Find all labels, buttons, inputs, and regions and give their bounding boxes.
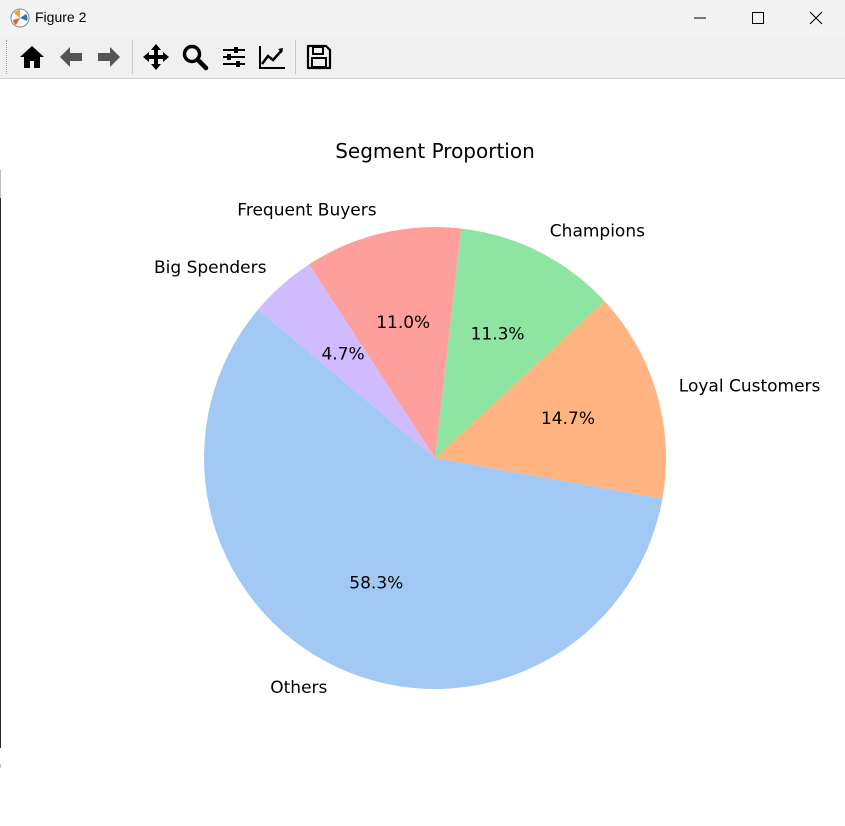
toolbar-grip <box>6 40 9 74</box>
chart-title: Segment Proportion <box>335 139 535 163</box>
toolbar-separator <box>132 40 133 74</box>
slice-percent-big-spenders: 4.7% <box>321 344 364 364</box>
edit-axis-button[interactable] <box>255 41 289 73</box>
maximize-icon <box>752 12 764 24</box>
figure-canvas[interactable]: Segment Proportion Others Loyal Customers… <box>0 79 845 826</box>
configure-subplots-button[interactable] <box>217 41 251 73</box>
back-arrow-icon <box>60 47 82 67</box>
pan-icon <box>143 44 169 70</box>
pie-chart: Segment Proportion Others Loyal Customers… <box>154 139 821 699</box>
toolbar-separator <box>295 40 296 74</box>
navigation-toolbar <box>0 36 845 79</box>
close-icon <box>809 11 823 25</box>
home-icon <box>20 46 44 68</box>
forward-button[interactable] <box>92 41 126 73</box>
window-edge <box>0 170 1 198</box>
slice-percent-loyal-customers: 14.7% <box>541 409 595 429</box>
pie-slice-big-spenders <box>258 264 435 458</box>
home-button[interactable] <box>15 41 49 73</box>
slice-percent-champions: 11.3% <box>471 324 525 344</box>
slice-percent-labels: 58.3% 14.7% 11.3% 11.0% 4.7% <box>321 313 595 593</box>
pie-slice-champions <box>435 228 605 458</box>
slice-label-loyal-customers: Loyal Customers <box>679 377 821 397</box>
window-title: Figure 2 <box>35 9 87 25</box>
back-button[interactable] <box>54 41 88 73</box>
slice-label-others: Others <box>270 678 327 698</box>
pan-button[interactable] <box>139 41 173 73</box>
pie-slices <box>204 226 667 689</box>
slice-label-big-spenders: Big Spenders <box>154 258 267 278</box>
save-icon <box>306 44 332 70</box>
zoom-button[interactable] <box>178 41 212 73</box>
minimize-button[interactable] <box>671 0 729 36</box>
pie-slice-frequent-buyers <box>308 226 462 458</box>
window-edge <box>0 764 1 768</box>
window-edge <box>0 198 1 748</box>
slice-percent-frequent-buyers: 11.0% <box>376 313 430 333</box>
forward-arrow-icon <box>98 47 120 67</box>
close-button[interactable] <box>787 0 845 36</box>
maximize-button[interactable] <box>729 0 787 36</box>
zoom-icon <box>182 44 209 71</box>
pie-slice-others <box>204 309 663 689</box>
matplotlib-app-icon <box>10 8 30 28</box>
slice-label-frequent-buyers: Frequent Buyers <box>237 201 376 221</box>
slice-label-champions: Champions <box>550 221 645 241</box>
edit-axis-icon <box>259 46 285 69</box>
slice-labels: Others Loyal Customers Champions Frequent B… <box>154 201 821 699</box>
pie-slice-loyal-customers <box>435 301 667 499</box>
minimize-icon <box>694 17 706 19</box>
slice-percent-others: 58.3% <box>349 574 403 594</box>
save-button[interactable] <box>302 41 336 73</box>
title-bar: Figure 2 <box>0 0 845 36</box>
subplots-config-icon <box>223 47 245 67</box>
